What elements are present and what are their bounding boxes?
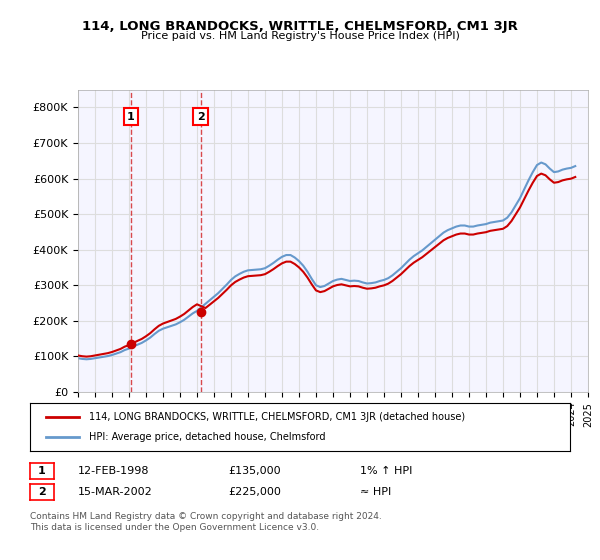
Text: 1: 1 xyxy=(38,466,46,476)
Text: ≈ HPI: ≈ HPI xyxy=(360,487,391,497)
Text: 114, LONG BRANDOCKS, WRITTLE, CHELMSFORD, CM1 3JR (detached house): 114, LONG BRANDOCKS, WRITTLE, CHELMSFORD… xyxy=(89,412,466,422)
Text: Contains HM Land Registry data © Crown copyright and database right 2024.
This d: Contains HM Land Registry data © Crown c… xyxy=(30,512,382,532)
Text: 2: 2 xyxy=(38,487,46,497)
Text: 12-FEB-1998: 12-FEB-1998 xyxy=(78,466,149,476)
Text: 114, LONG BRANDOCKS, WRITTLE, CHELMSFORD, CM1 3JR: 114, LONG BRANDOCKS, WRITTLE, CHELMSFORD… xyxy=(82,20,518,32)
Text: 1% ↑ HPI: 1% ↑ HPI xyxy=(360,466,412,476)
Text: Price paid vs. HM Land Registry's House Price Index (HPI): Price paid vs. HM Land Registry's House … xyxy=(140,31,460,41)
Text: £135,000: £135,000 xyxy=(228,466,281,476)
Text: 1: 1 xyxy=(127,112,135,122)
Text: 2: 2 xyxy=(197,112,205,122)
Text: £225,000: £225,000 xyxy=(228,487,281,497)
Text: 15-MAR-2002: 15-MAR-2002 xyxy=(78,487,153,497)
Text: HPI: Average price, detached house, Chelmsford: HPI: Average price, detached house, Chel… xyxy=(89,432,326,442)
